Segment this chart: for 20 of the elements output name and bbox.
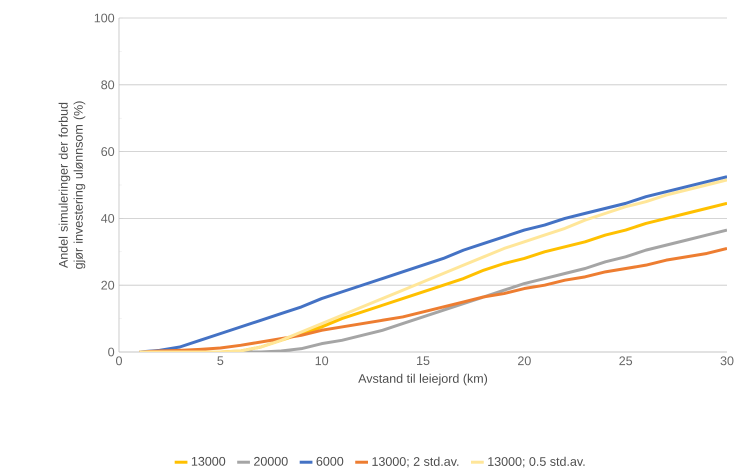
- y-tick-label: 40: [101, 214, 114, 223]
- x-axis-title: Avstand til leiejord (km): [358, 374, 488, 386]
- y-tick-label: 100: [94, 14, 114, 22]
- legend-label: 13000; 0.5 std.av.: [488, 456, 585, 468]
- x-tick-label: 20: [518, 356, 531, 366]
- x-tick-label: 15: [417, 356, 430, 366]
- y-axis-title: Andel simuleringer der forbud gjør investering ulønnsom (%): [58, 101, 86, 269]
- y-tick-label: 80: [101, 80, 114, 90]
- y-tick-label: 20: [101, 280, 114, 290]
- x-tick-label: 25: [619, 356, 632, 366]
- legend-label: 13000; 2 std.av.: [372, 456, 458, 468]
- x-tick-label: 10: [316, 356, 328, 366]
- legend-label: 6000: [316, 456, 344, 466]
- x-tick-label: 0: [116, 356, 122, 366]
- legend-label: 13000: [192, 456, 226, 466]
- x-tick-label: 30: [720, 356, 734, 366]
- y-tick-label: 60: [101, 147, 114, 156]
- x-tick-label: 5: [217, 356, 224, 366]
- y-tick-label: 0: [108, 348, 114, 356]
- legend-label: 20000: [254, 456, 288, 466]
